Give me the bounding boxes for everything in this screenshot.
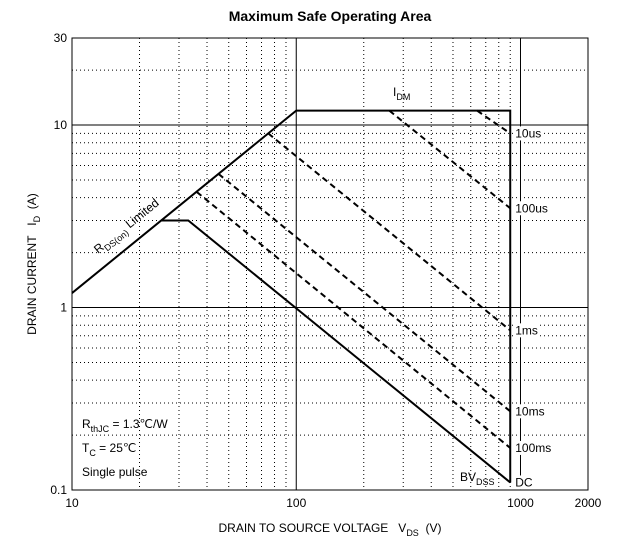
series-line: [388, 109, 511, 210]
series-line: [71, 109, 512, 483]
annotation-part: = 25℃: [96, 441, 137, 455]
annotation-part: T: [82, 441, 90, 455]
label-background: [514, 201, 549, 216]
label-background: [514, 126, 543, 141]
x-axis-label-part: DS: [406, 528, 419, 538]
annotation-part: DM: [396, 92, 410, 102]
series-label: DC: [515, 475, 533, 489]
y-axis-label: DRAIN CURRENT ID (A): [25, 193, 42, 335]
annotation-part: Limited: [120, 196, 162, 233]
y-tick-label: 1: [60, 301, 67, 315]
y-axis-label-part: D: [32, 215, 42, 222]
annotation: RthJC = 1.3℃/W: [82, 417, 168, 434]
annotation: IDM: [393, 85, 410, 102]
plot-frame: [71, 37, 589, 491]
annotation-part: R: [82, 417, 91, 431]
x-tick-label: 10: [65, 496, 79, 510]
annotation-part: I: [393, 85, 396, 99]
series-label: 100ms: [515, 441, 551, 455]
chart-title: Maximum Safe Operating Area: [229, 8, 432, 24]
annotation-part: C: [89, 448, 96, 458]
label-background: [514, 404, 546, 419]
x-axis-label-part: DRAIN TO SOURCE VOLTAGE V: [218, 521, 406, 535]
x-axis-label-part: (V): [419, 521, 442, 535]
annotation-part: = 1.3℃/W: [109, 417, 168, 431]
annotation: BVDSS: [460, 470, 495, 487]
label-background: [514, 323, 539, 338]
series-line: [476, 109, 511, 135]
x-tick-label: 100: [286, 496, 306, 510]
y-tick-label: 10: [54, 118, 68, 132]
annotation-part: DSS: [476, 477, 495, 487]
series-line: [217, 173, 511, 413]
y-tick-label: 0.1: [50, 483, 67, 497]
series-line: [196, 191, 511, 449]
annotation-part: BV: [460, 470, 476, 484]
x-axis-label: DRAIN TO SOURCE VOLTAGE VDS (V): [218, 521, 441, 538]
x-tick-label: 1000: [507, 496, 534, 510]
annotation-part: thJC: [91, 424, 110, 434]
series-label: 1ms: [515, 323, 538, 337]
annotation-part: Single pulse: [82, 465, 148, 479]
y-axis-label-part: DRAIN CURRENT I: [25, 222, 39, 334]
series-label: 10us: [515, 126, 541, 140]
label-background: [514, 440, 553, 455]
x-tick-label: 2000: [575, 496, 602, 510]
series-line: [267, 132, 511, 332]
series-label: 10ms: [515, 404, 544, 418]
annotation: Single pulse: [82, 465, 148, 479]
y-tick-label: 30: [54, 31, 68, 45]
series-label: 100us: [515, 201, 548, 215]
label-background: [514, 475, 534, 490]
series-line: [161, 219, 511, 484]
y-axis-label-part: (A): [25, 193, 39, 216]
annotation: TC = 25℃: [82, 441, 136, 458]
